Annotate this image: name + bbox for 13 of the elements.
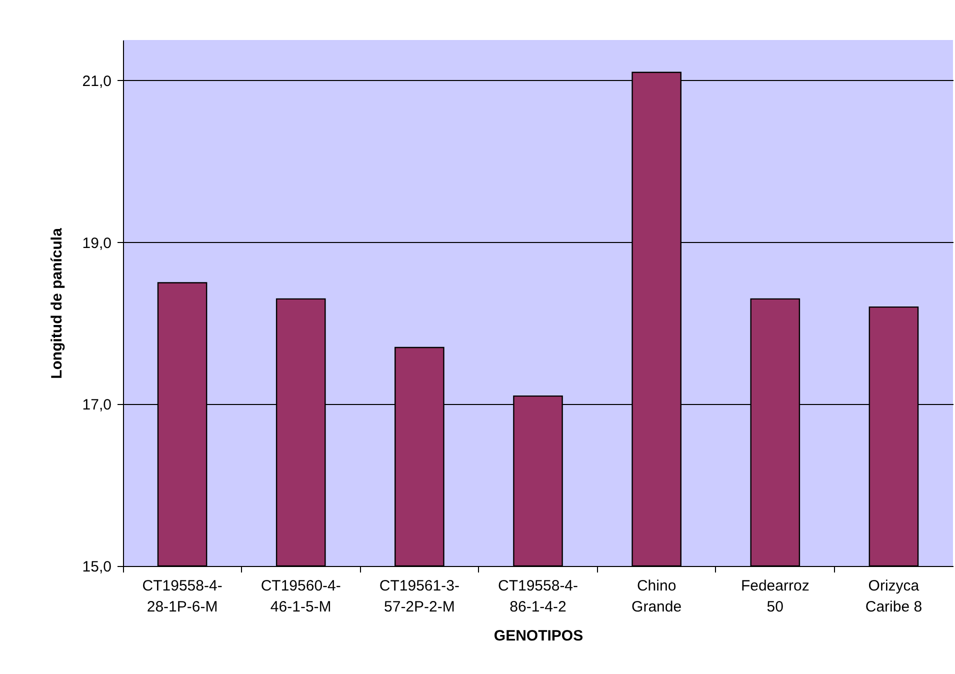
- y-axis-title: Longitud de panícula: [48, 227, 66, 379]
- x-tick-label: Chino Grande: [632, 578, 682, 616]
- y-tick-label: 17,0: [82, 396, 112, 414]
- x-axis-title: GENOTIPOS: [494, 628, 584, 644]
- x-tick-label: CT19558-4- 86-1-4-2: [498, 578, 578, 616]
- x-tick-label: CT19560-4- 46-1-5-M: [260, 578, 341, 616]
- y-tick-label: 19,0: [82, 234, 112, 252]
- x-tick-label: Fedearroz 50: [740, 578, 810, 616]
- x-tick-label: Orizyca Caribe 8: [865, 578, 922, 616]
- y-tick-label: 15,0: [82, 558, 112, 576]
- y-tick-label: 21,0: [82, 72, 112, 90]
- x-tick-label: CT19558-4- 28-1P-6-M: [142, 578, 222, 616]
- x-tick-label: CT19561-3- 57-2P-2-M: [379, 578, 460, 616]
